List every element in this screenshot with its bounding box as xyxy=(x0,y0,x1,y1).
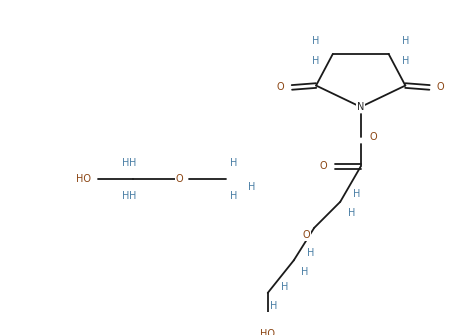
Text: O: O xyxy=(370,132,378,142)
Text: HO: HO xyxy=(260,329,275,335)
Text: H: H xyxy=(307,248,314,258)
Text: H: H xyxy=(402,56,409,66)
Text: H: H xyxy=(301,267,309,276)
Text: H: H xyxy=(229,191,237,201)
Text: H: H xyxy=(270,301,277,311)
Text: H: H xyxy=(402,36,409,46)
Text: O: O xyxy=(176,175,183,185)
Text: H: H xyxy=(129,158,137,168)
Text: O: O xyxy=(437,82,445,92)
Text: H: H xyxy=(313,36,320,46)
Text: H: H xyxy=(248,182,256,192)
Text: H: H xyxy=(122,158,129,168)
Text: H: H xyxy=(129,191,137,201)
Text: H: H xyxy=(348,208,355,218)
Text: H: H xyxy=(353,189,361,199)
Text: H: H xyxy=(281,282,288,292)
Text: O: O xyxy=(277,82,285,92)
Text: N: N xyxy=(357,102,364,112)
Text: O: O xyxy=(320,161,327,172)
Text: H: H xyxy=(313,56,320,66)
Text: H: H xyxy=(229,158,237,168)
Text: O: O xyxy=(303,230,311,240)
Text: HO: HO xyxy=(76,175,91,185)
Text: H: H xyxy=(122,191,129,201)
